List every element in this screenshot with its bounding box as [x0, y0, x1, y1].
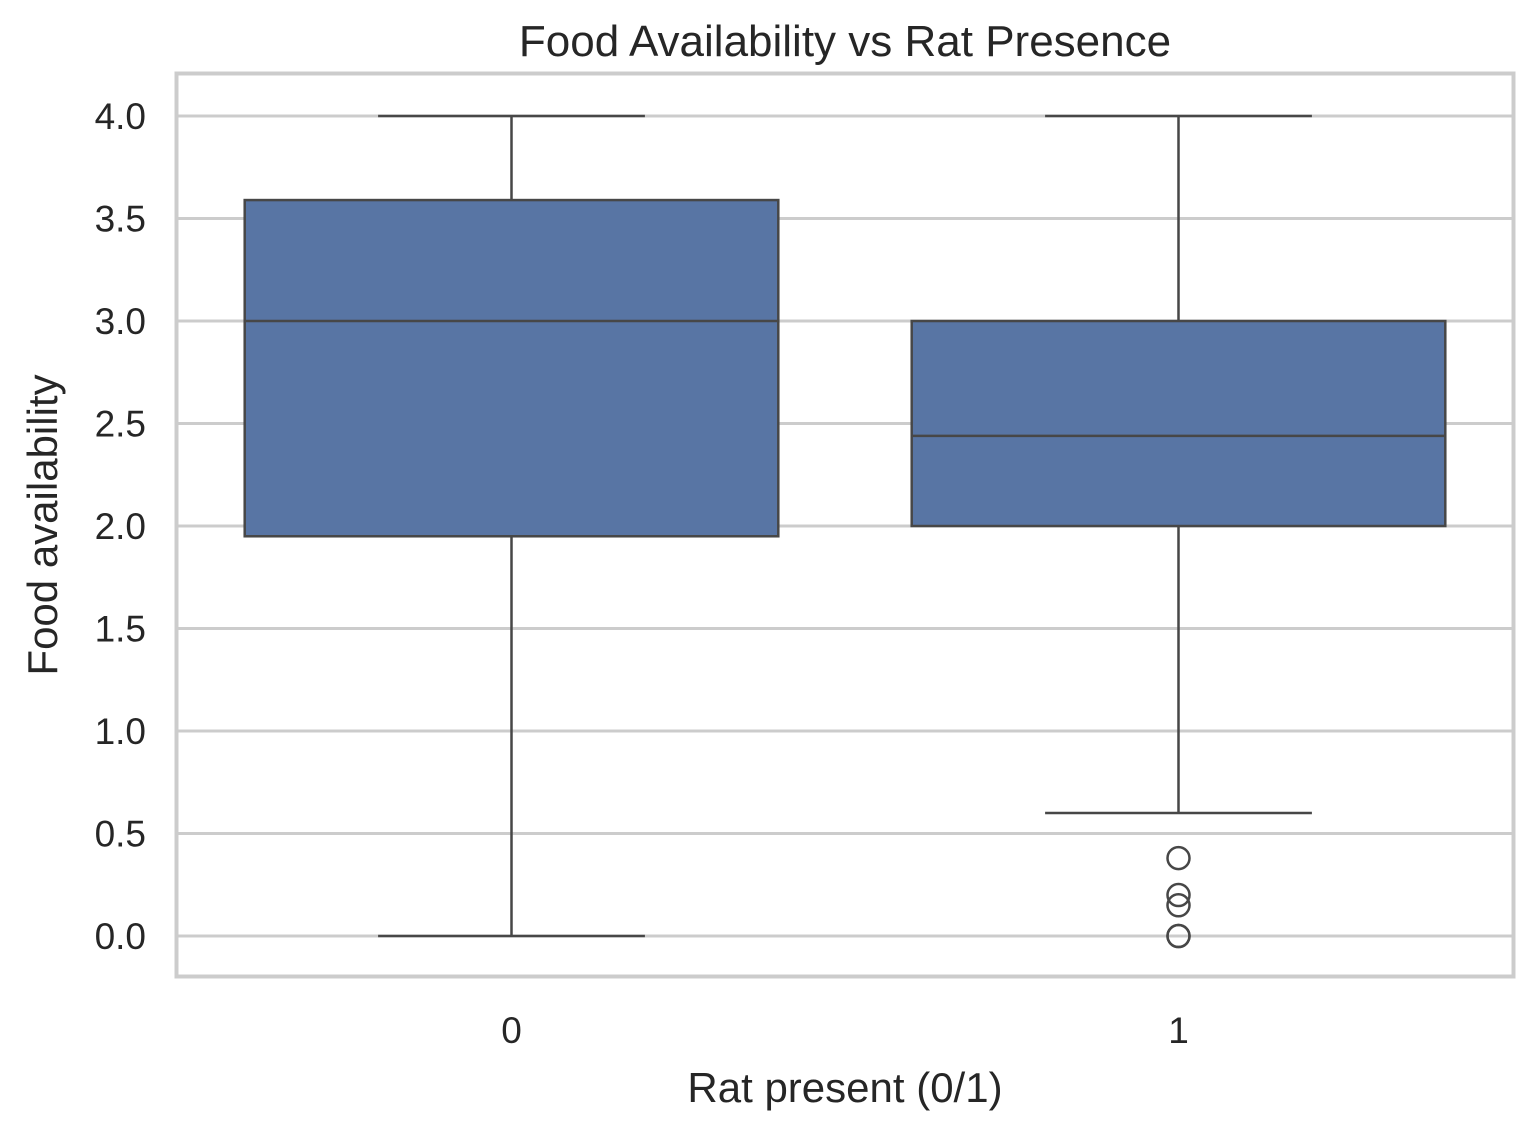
y-tick-label: 1.5	[95, 609, 146, 650]
y-tick-label: 0.0	[95, 916, 146, 957]
x-tick-label: 0	[501, 1010, 522, 1051]
box-group-1	[910, 114, 1447, 949]
y-tick-label: 3.5	[95, 199, 146, 240]
x-tick-label: 1	[1168, 1010, 1189, 1051]
y-tick-labels: 0.0 0.5 1.0 1.5 2.0 2.5 3.0 3.5 4.0	[95, 96, 146, 957]
box-group-0	[243, 114, 780, 938]
boxes	[243, 114, 1447, 949]
y-tick-label: 1.0	[95, 711, 146, 752]
y-tick-label: 0.5	[95, 814, 146, 855]
outlier-point	[1166, 893, 1191, 918]
plot-frame	[174, 71, 1516, 979]
chart-title: Food Availability vs Rat Presence	[519, 17, 1171, 66]
y-tick-label: 4.0	[95, 96, 146, 137]
y-tick-label: 2.0	[95, 506, 146, 547]
iqr-box	[910, 319, 1447, 528]
outlier-point	[1166, 923, 1191, 949]
y-tick-label: 3.0	[95, 301, 146, 342]
x-axis-title: Rat present (0/1)	[687, 1064, 1002, 1111]
iqr-box	[243, 198, 780, 538]
outlier-point	[1166, 882, 1191, 908]
y-axis-title: Food availability	[19, 374, 66, 675]
outlier-point	[1166, 845, 1191, 871]
y-tick-label: 2.5	[95, 404, 146, 445]
